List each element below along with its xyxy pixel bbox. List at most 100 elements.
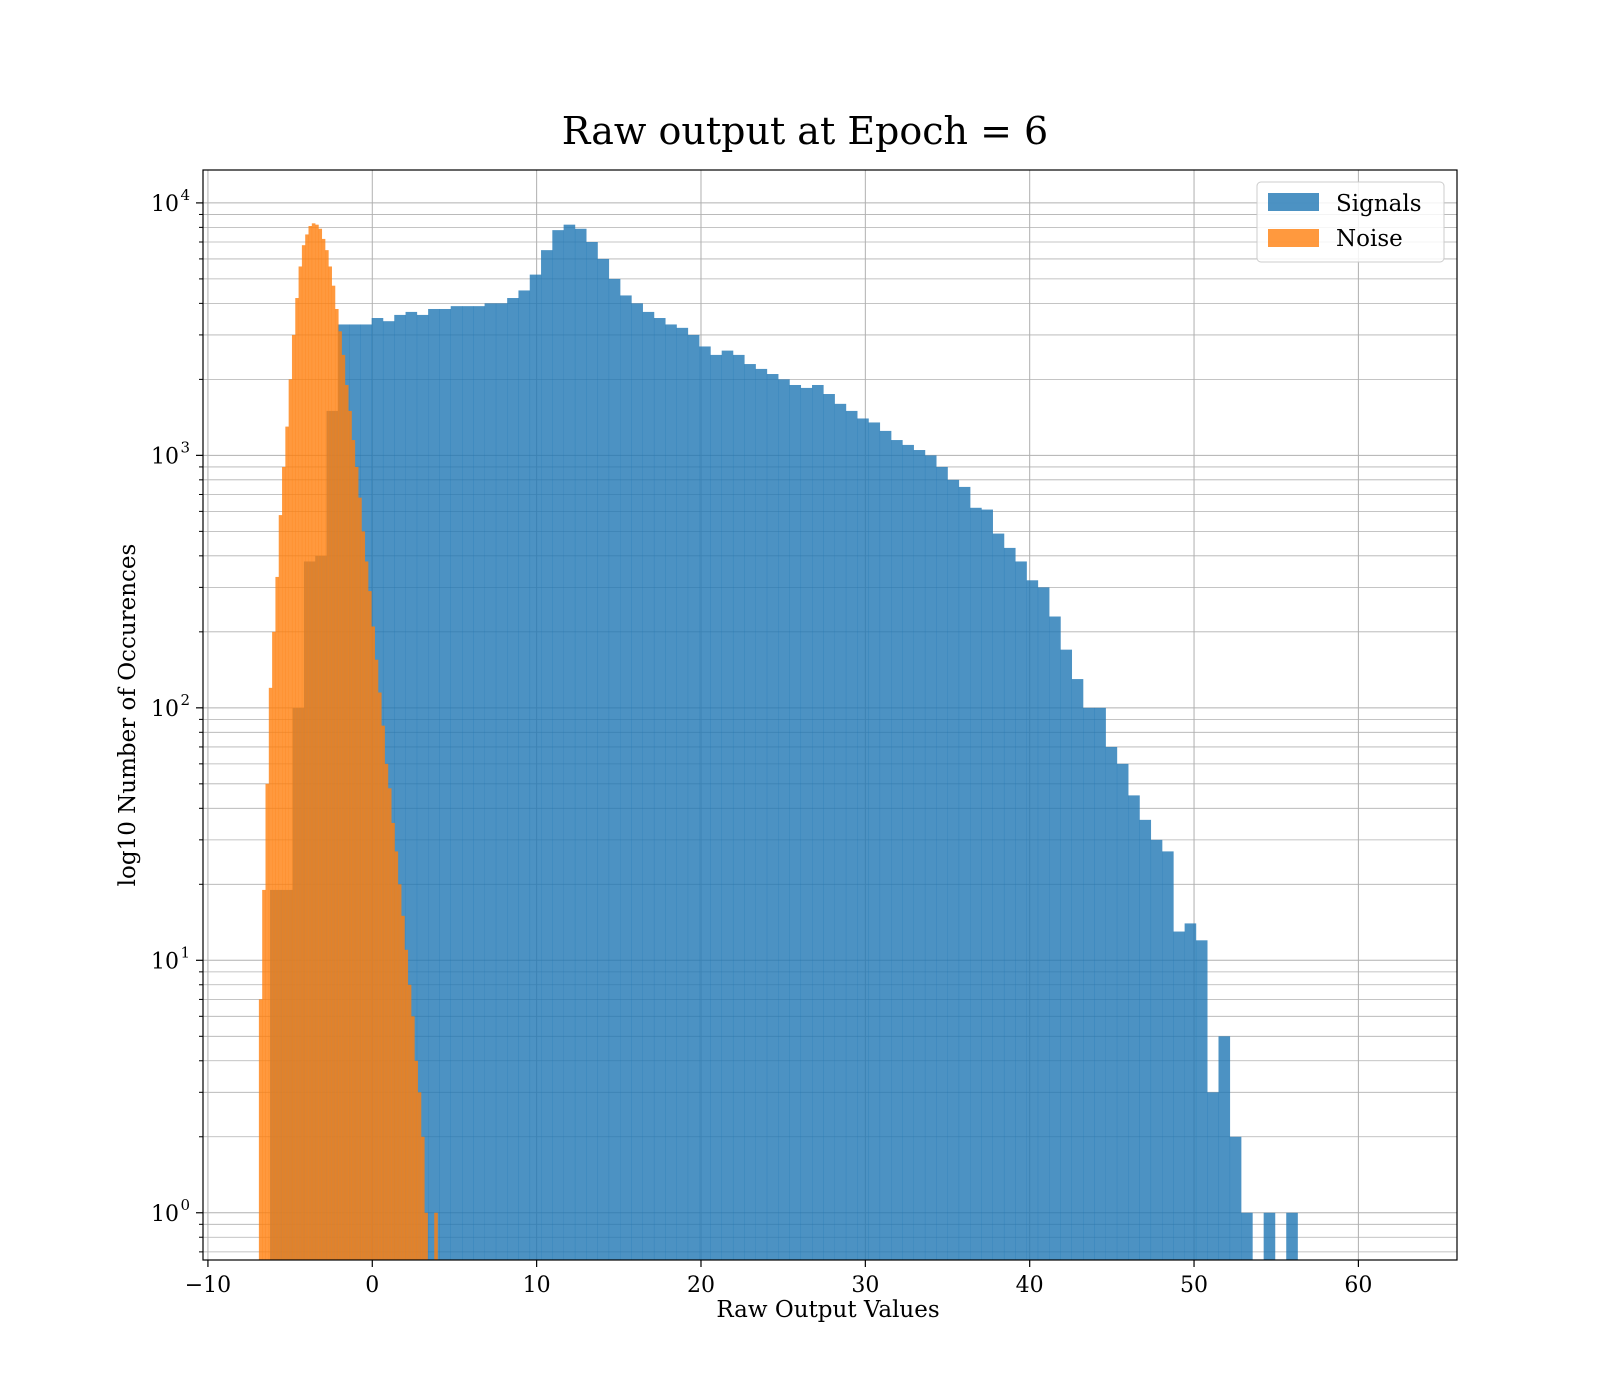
signals-bar [1083, 707, 1095, 1260]
noise-bar [318, 228, 323, 1260]
signals-bar [699, 346, 711, 1261]
signals-bar [970, 507, 982, 1260]
noise-bar [275, 576, 280, 1260]
signals-bar [1026, 580, 1039, 1260]
noise-bar [351, 440, 356, 1260]
signals-bar [1094, 707, 1106, 1260]
signals-bar [394, 314, 406, 1261]
noise-bar [401, 915, 405, 1260]
signals-bar [495, 303, 508, 1260]
noise-bar [321, 238, 326, 1261]
signals-bar [1037, 587, 1050, 1260]
signals-bar [789, 384, 802, 1261]
y-tick-label: 10 [151, 949, 179, 974]
signals-bar [981, 509, 993, 1261]
signals-bar [1162, 851, 1174, 1260]
signals-bar [1229, 1136, 1242, 1260]
signals-bar [992, 533, 1005, 1260]
signals-bar [687, 334, 700, 1260]
signals-bar [834, 403, 847, 1260]
signals-bar [416, 314, 429, 1261]
signals-bar [631, 303, 643, 1260]
signals-bar [574, 228, 587, 1260]
noise-bar [308, 226, 313, 1261]
noise-bar [315, 224, 319, 1260]
noise-bar [288, 379, 293, 1261]
signals-bar [755, 368, 768, 1260]
noise-bar [311, 223, 316, 1261]
noise-bar [374, 659, 379, 1260]
y-tick-label: 10 [151, 697, 179, 722]
x-tick-label: 10 [523, 1273, 551, 1298]
signals-bar [1207, 1092, 1219, 1260]
signals-bar [676, 327, 689, 1260]
x-tick-label: 60 [1344, 1273, 1372, 1298]
noise-bar [377, 692, 382, 1260]
signals-bar [552, 230, 564, 1260]
noise-bar [295, 298, 299, 1260]
signals-bar [518, 290, 531, 1261]
signals-bar [620, 295, 632, 1260]
signals-bar [1003, 547, 1016, 1260]
noise-bar [338, 331, 342, 1260]
x-tick-label: 30 [851, 1273, 879, 1298]
signals-bar [450, 306, 463, 1261]
signals-bar [642, 311, 655, 1261]
signals-bar [868, 422, 881, 1260]
signals-bar [541, 250, 553, 1261]
legend-swatch-signals [1268, 193, 1319, 211]
signals-bar [1241, 1212, 1253, 1260]
y-tick-label: 10 [151, 444, 179, 469]
noise-bar [331, 285, 336, 1260]
signals-bar [958, 486, 971, 1260]
noise-bar [417, 1092, 422, 1260]
noise-bar [394, 851, 399, 1260]
signals-bar [913, 450, 926, 1261]
signals-bar [1173, 931, 1185, 1260]
y-tick-exponent: 4 [180, 186, 190, 204]
noise-bar [387, 788, 392, 1260]
y-tick-exponent: 3 [180, 438, 190, 456]
signals-bar [924, 455, 937, 1260]
noise-bar [371, 626, 375, 1260]
x-tick-label: 0 [365, 1273, 379, 1298]
signals-bar [812, 384, 824, 1261]
signals-bar [405, 311, 418, 1261]
signals-bar [665, 324, 677, 1260]
signals-bar [529, 274, 542, 1261]
noise-bar [272, 631, 276, 1260]
signals-bar [586, 242, 598, 1260]
signals-bar [563, 224, 576, 1260]
signals-bar [1105, 746, 1118, 1260]
legend-label-noise: Noise [1336, 226, 1403, 252]
signals-bar [766, 374, 779, 1260]
signals-bar [1116, 763, 1129, 1260]
noise-bar [282, 466, 286, 1260]
signals-bar [845, 410, 858, 1260]
signals-bar [857, 418, 869, 1261]
signals-bar [1128, 795, 1140, 1260]
noise-bar [262, 889, 266, 1260]
signals-bar [778, 379, 790, 1261]
noise-bar [285, 426, 289, 1260]
signals-bar [597, 258, 610, 1261]
noise-bar [305, 234, 309, 1261]
signals-bar [507, 298, 519, 1260]
legend: Signals Noise [1256, 181, 1445, 263]
signals-bar [947, 479, 960, 1260]
noise-bar [325, 250, 329, 1261]
signals-bar [902, 444, 914, 1260]
noise-bar [278, 515, 283, 1260]
noise-bar [368, 591, 372, 1260]
noise-bar [265, 783, 270, 1260]
x-axis-ticks: −10 0 10 20 30 40 50 60 [185, 1260, 1372, 1298]
signals-bar [1015, 561, 1027, 1260]
y-axis-label: log10 Number of Occurences [115, 544, 141, 887]
signals-bar [879, 430, 892, 1260]
noise-bar [381, 725, 385, 1260]
noise-bar [268, 687, 273, 1260]
noise-bar [361, 531, 366, 1260]
signals-bar [1184, 923, 1197, 1260]
signals-bar [473, 306, 485, 1261]
signals-bar [462, 306, 474, 1261]
